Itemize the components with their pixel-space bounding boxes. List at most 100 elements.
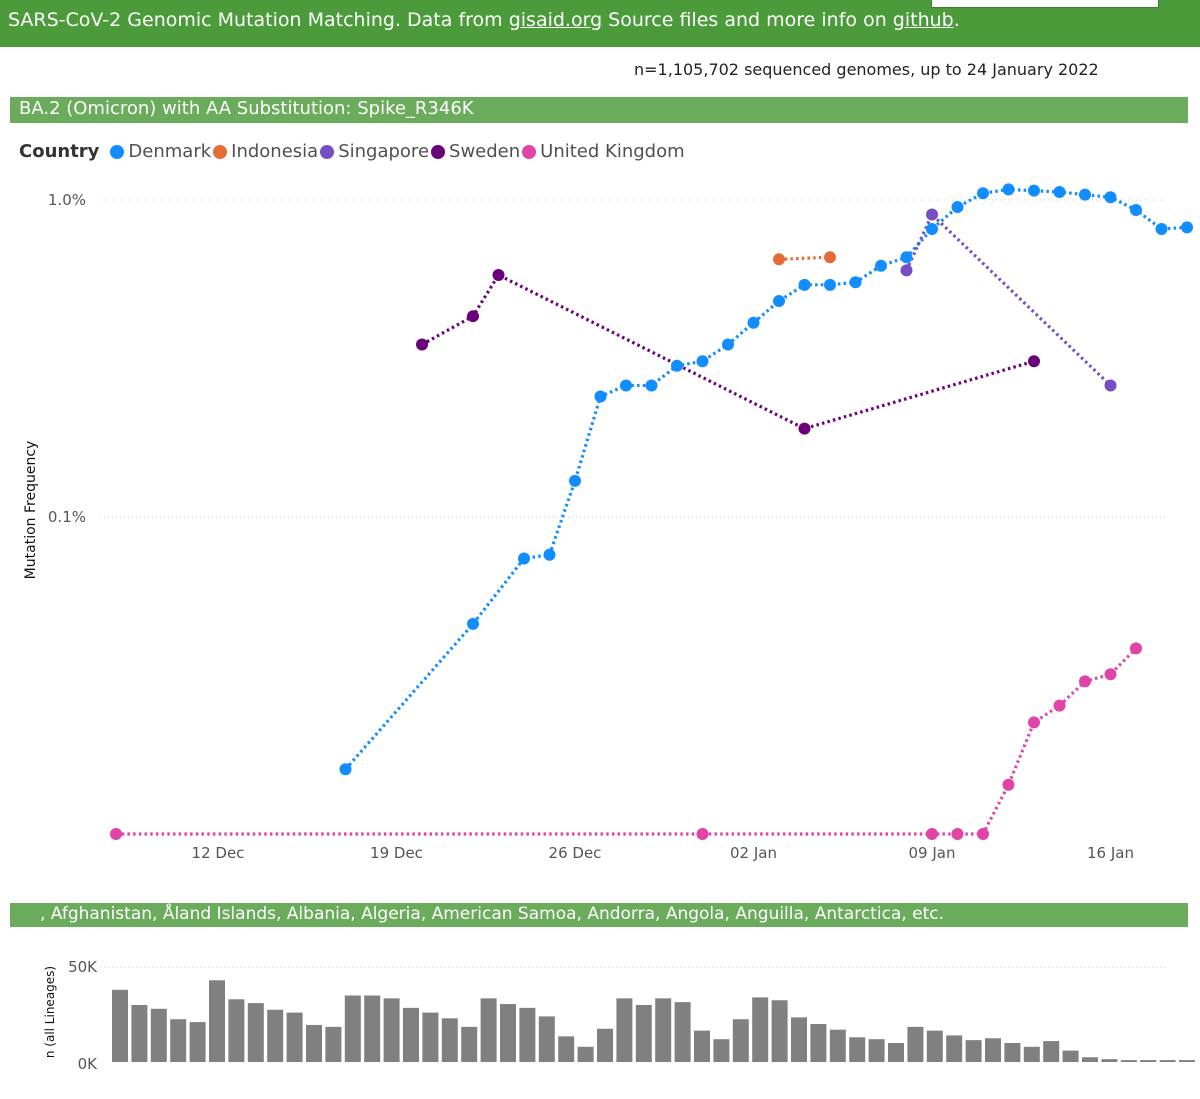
data-point-denmark[interactable] [518, 552, 530, 565]
data-point-united-kingdom[interactable] [696, 828, 709, 840]
count-bar[interactable] [1120, 1060, 1137, 1062]
data-point-sweden[interactable] [1028, 355, 1040, 368]
data-point-singapore[interactable] [900, 264, 913, 277]
data-point-united-kingdom[interactable] [977, 828, 989, 840]
legend-item-denmark[interactable]: Denmark [110, 141, 211, 162]
data-point-denmark[interactable] [339, 763, 352, 776]
count-bar[interactable] [383, 998, 400, 1062]
count-bar[interactable] [1140, 1060, 1157, 1062]
count-bar[interactable] [461, 1026, 478, 1062]
data-point-united-kingdom[interactable] [951, 828, 964, 840]
count-bar[interactable] [228, 999, 245, 1062]
data-point-denmark[interactable] [798, 278, 811, 291]
data-point-denmark[interactable] [569, 474, 581, 487]
data-point-denmark[interactable] [594, 390, 607, 403]
data-point-denmark[interactable] [696, 355, 709, 368]
data-point-united-kingdom[interactable] [1130, 642, 1142, 655]
data-point-denmark[interactable] [824, 278, 836, 291]
count-bar[interactable] [907, 1026, 924, 1062]
count-bar[interactable] [616, 998, 633, 1062]
count-bar[interactable] [131, 1005, 148, 1062]
data-point-denmark[interactable] [1002, 183, 1015, 196]
count-bar[interactable] [1023, 1046, 1040, 1062]
data-point-denmark[interactable] [951, 201, 964, 214]
count-bar[interactable] [325, 1026, 342, 1062]
legend-item-singapore[interactable]: Singapore [320, 141, 429, 162]
data-point-denmark[interactable] [620, 379, 632, 392]
count-bar[interactable] [713, 1039, 730, 1062]
count-bar[interactable] [655, 998, 672, 1062]
count-bar[interactable] [1004, 1043, 1021, 1062]
data-point-denmark[interactable] [722, 338, 734, 351]
github-link[interactable]: github [892, 9, 954, 31]
count-bar[interactable] [1179, 1060, 1195, 1062]
count-bar[interactable] [577, 1046, 594, 1062]
count-bar[interactable] [1043, 1041, 1060, 1062]
count-bar[interactable] [558, 1036, 575, 1062]
count-bar[interactable] [810, 1024, 827, 1062]
data-point-united-kingdom[interactable] [110, 828, 122, 840]
data-point-denmark[interactable] [1028, 184, 1040, 197]
count-bar[interactable] [403, 1007, 419, 1062]
data-point-denmark[interactable] [849, 276, 862, 289]
data-point-united-kingdom[interactable] [1079, 675, 1091, 688]
data-point-denmark[interactable] [645, 379, 658, 392]
data-point-indonesia[interactable] [824, 251, 836, 264]
legend-item-united-kingdom[interactable]: United Kingdom [522, 141, 685, 162]
data-point-denmark[interactable] [747, 316, 760, 329]
data-point-denmark[interactable] [543, 548, 556, 561]
count-bar[interactable] [635, 1005, 652, 1062]
count-bar[interactable] [926, 1030, 943, 1062]
count-bar[interactable] [306, 1024, 322, 1062]
data-point-denmark[interactable] [1104, 191, 1117, 204]
count-bar[interactable] [267, 1009, 284, 1062]
count-bar[interactable] [1159, 1060, 1176, 1062]
data-point-denmark[interactable] [1155, 223, 1168, 236]
data-point-denmark[interactable] [1079, 188, 1091, 201]
count-bar[interactable] [112, 989, 128, 1062]
count-bar[interactable] [538, 1016, 555, 1062]
count-bar[interactable] [422, 1012, 439, 1062]
data-point-indonesia[interactable] [773, 253, 785, 266]
count-bar[interactable] [674, 1002, 691, 1062]
data-point-denmark[interactable] [977, 187, 989, 200]
count-bar[interactable] [868, 1039, 885, 1062]
data-point-united-kingdom[interactable] [1053, 699, 1066, 712]
data-point-denmark[interactable] [900, 251, 913, 264]
data-point-denmark[interactable] [773, 295, 785, 308]
data-point-denmark[interactable] [875, 259, 887, 272]
count-bar[interactable] [441, 1018, 458, 1062]
data-point-sweden[interactable] [467, 310, 479, 323]
data-point-singapore[interactable] [1104, 379, 1117, 392]
count-bar[interactable] [694, 1030, 710, 1062]
count-bar[interactable] [480, 998, 497, 1062]
data-point-denmark[interactable] [1130, 203, 1142, 216]
count-bar[interactable] [500, 1004, 516, 1062]
count-bar[interactable] [752, 997, 769, 1062]
data-point-united-kingdom[interactable] [1104, 668, 1117, 681]
legend-item-indonesia[interactable]: Indonesia [213, 141, 318, 162]
count-bar[interactable] [247, 1003, 264, 1062]
data-point-denmark[interactable] [1181, 221, 1193, 234]
legend-item-sweden[interactable]: Sweden [431, 141, 520, 162]
count-bar[interactable] [344, 995, 361, 1063]
count-bar[interactable] [771, 1000, 788, 1062]
count-bar[interactable] [170, 1019, 187, 1062]
data-point-sweden[interactable] [416, 338, 428, 351]
data-point-singapore[interactable] [926, 208, 938, 221]
gisaid-link[interactable]: gisaid.org [508, 9, 603, 31]
count-bar[interactable] [888, 1043, 904, 1062]
data-point-sweden[interactable] [798, 422, 811, 435]
count-bar[interactable] [985, 1038, 1001, 1062]
count-bar[interactable] [189, 1022, 206, 1062]
count-bar[interactable] [209, 980, 225, 1062]
count-bar[interactable] [965, 1040, 982, 1062]
count-bar[interactable] [1062, 1050, 1079, 1062]
count-bar[interactable] [597, 1028, 613, 1062]
data-point-united-kingdom[interactable] [1028, 716, 1040, 729]
data-point-denmark[interactable] [671, 359, 683, 372]
data-point-sweden[interactable] [492, 268, 505, 281]
data-point-united-kingdom[interactable] [926, 828, 938, 840]
data-point-denmark[interactable] [926, 223, 938, 236]
banner-input-box[interactable] [931, 0, 1159, 8]
